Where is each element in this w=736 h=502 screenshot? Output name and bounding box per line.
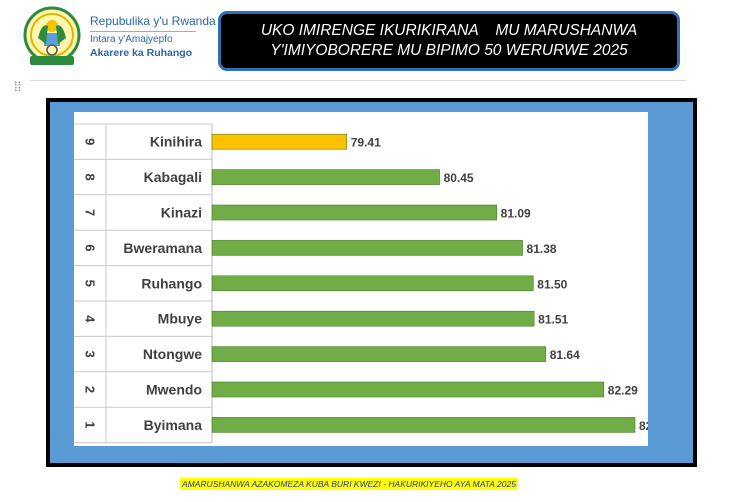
data-label: 82.64 [639, 419, 648, 433]
category-label: Kinazi [161, 205, 202, 221]
bar [211, 346, 547, 362]
page-title: UKO IMIRENGE IKURIKIRANA MU MARUSHANWA Y… [218, 11, 680, 71]
rank-label: 2 [83, 386, 98, 393]
category-label: Kabagali [144, 169, 202, 185]
rank-label: 9 [83, 138, 98, 145]
data-label: 82.29 [608, 384, 638, 398]
data-label: 80.45 [444, 171, 474, 185]
header: Repubulika y'u Rwanda Intara y'Amajyepfo… [0, 0, 736, 80]
bar [211, 275, 534, 292]
bar [211, 204, 497, 221]
category-label: Kinihira [150, 134, 202, 150]
data-label: 81.64 [550, 348, 580, 362]
category-label: Mwendo [146, 382, 202, 398]
rank-label: 3 [83, 350, 98, 357]
bar [211, 240, 523, 256]
bar [211, 381, 605, 398]
category-label: Mbuye [158, 311, 203, 327]
rank-label: 7 [83, 209, 98, 216]
rank-label: 4 [83, 315, 98, 323]
rwanda-coat-of-arms-logo [23, 6, 81, 65]
district-name: Akarere ka Ruhango [90, 46, 193, 59]
category-label: Bweramana [123, 240, 202, 256]
bar [211, 169, 440, 185]
title-line-2: Y'IMIYOBORERE MU BIPIMO 50 WERURWE 2025 [270, 42, 628, 59]
rank-label: 5 [83, 280, 98, 287]
rank-label: 1 [83, 421, 98, 428]
data-label: 79.41 [351, 136, 381, 150]
country-name: Repubulika y'u Rwanda [90, 14, 216, 28]
government-identity: Repubulika y'u Rwanda Intara y'Amajyepfo… [90, 14, 216, 60]
data-label: 81.50 [537, 277, 567, 291]
bar [211, 417, 636, 433]
footer-note: AMARUSHANWA AZAKOMEZA KUBA BURI KWEZI - … [180, 478, 518, 490]
category-label: Byimana [144, 417, 203, 433]
rank-label: 8 [83, 173, 98, 180]
data-label: 81.51 [538, 313, 568, 327]
rank-label: 6 [83, 244, 98, 251]
title-line-1: UKO IMIRENGE IKURIKIRANA MU MARUSHANWA [260, 21, 638, 39]
identity-divider [90, 31, 196, 32]
chart-background: 9 Kinihira 79.41 8 Kabagali 80.45 7 Kinazi 81.09… [50, 102, 693, 463]
bar [211, 310, 535, 327]
province-name: Intara y'Amajyepfo [90, 34, 173, 45]
drag-handle-icon[interactable]: ⁞⁞ [14, 79, 22, 94]
category-label: Ntongwe [143, 346, 202, 362]
chart-plot-area: 9 Kinihira 79.41 8 Kabagali 80.45 7 Kinazi 81.09… [74, 112, 648, 446]
data-label: 81.38 [527, 242, 557, 256]
data-label: 81.09 [501, 207, 531, 221]
bar [211, 133, 348, 150]
page-divider [30, 80, 686, 81]
category-label: Ruhango [141, 275, 202, 291]
ranking-bar-chart: 9 Kinihira 79.41 8 Kabagali 80.45 7 Kinazi 81.09… [74, 123, 648, 444]
chart-frame: 9 Kinihira 79.41 8 Kabagali 80.45 7 Kinazi 81.09… [46, 98, 697, 467]
